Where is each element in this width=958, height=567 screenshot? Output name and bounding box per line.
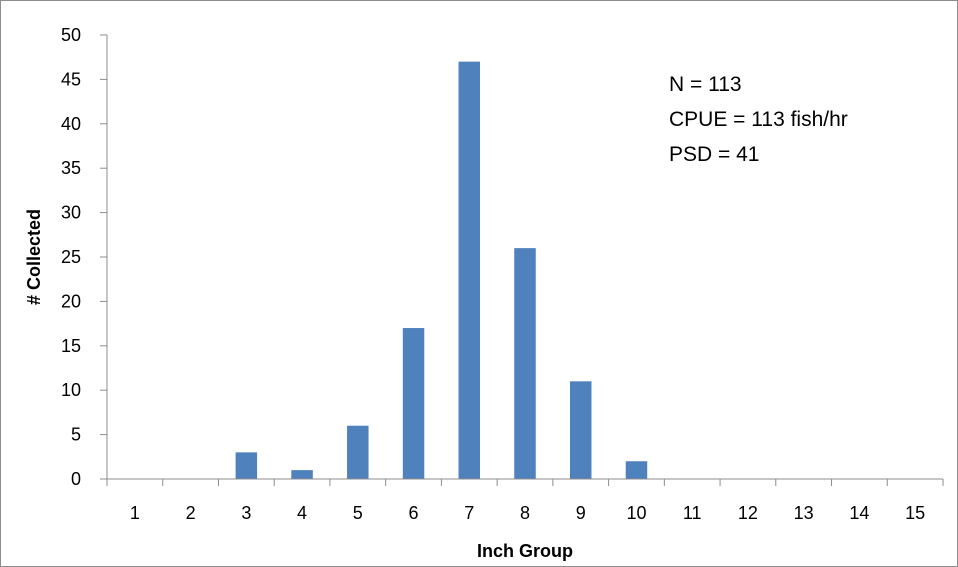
bar-inch-9 [569, 381, 592, 479]
bar-inch-8 [514, 248, 536, 479]
y-tick-label: 20 [61, 291, 81, 311]
bar-inch-5 [347, 425, 369, 479]
x-axis-tick-labels: 1 2 3 4 5 6 7 8 9 10 11 12 13 14 15 [130, 503, 925, 523]
x-tick-label: 1 [130, 503, 140, 523]
x-tick-label: 12 [738, 503, 758, 523]
x-tick-label: 10 [626, 503, 646, 523]
y-tick-label: 10 [61, 380, 81, 400]
annotation-cpue: CPUE = 113 fish/hr [669, 108, 848, 131]
bar-inch-7 [458, 61, 481, 479]
y-tick-label: 40 [61, 114, 81, 134]
bars [235, 61, 648, 479]
annotation-psd: PSD = 41 [669, 143, 759, 166]
x-tick-label: 11 [683, 503, 702, 523]
bar-inch-10 [625, 461, 648, 479]
y-tick-label: 30 [61, 203, 81, 223]
x-tick-label: 9 [576, 503, 586, 523]
y-tick-label: 50 [61, 25, 81, 45]
x-tick-label: 7 [464, 503, 474, 523]
y-tick-label: 45 [61, 69, 81, 89]
y-tick-label: 15 [61, 336, 81, 356]
y-tick-label: 0 [71, 469, 81, 489]
bar-inch-6 [402, 328, 425, 479]
x-axis-title: Inch Group [477, 541, 573, 561]
y-axis-title: # Collected [24, 209, 44, 305]
x-tick-label: 4 [297, 503, 307, 523]
x-tick-label: 5 [353, 503, 363, 523]
x-tick-label: 6 [409, 503, 419, 523]
x-tick-label: 2 [186, 503, 196, 523]
y-tick-label: 5 [71, 425, 81, 445]
bar-inch-4 [291, 470, 313, 479]
bar-inch-3 [235, 452, 258, 479]
y-tick-label: 25 [61, 247, 81, 267]
x-tick-label: 8 [520, 503, 530, 523]
x-tick-label: 13 [794, 503, 814, 523]
y-axis-ticks [100, 34, 107, 480]
x-axis-ticks [106, 479, 944, 486]
y-axis-tick-labels: 0 5 10 15 20 25 30 35 40 45 50 [61, 25, 81, 489]
x-tick-label: 14 [849, 503, 869, 523]
y-tick-label: 35 [61, 158, 81, 178]
x-tick-label: 3 [241, 503, 251, 523]
annotation-block: N = 113 CPUE = 113 fish/hr PSD = 41 [669, 73, 848, 166]
annotation-n: N = 113 [669, 73, 742, 96]
x-tick-label: 15 [905, 503, 925, 523]
